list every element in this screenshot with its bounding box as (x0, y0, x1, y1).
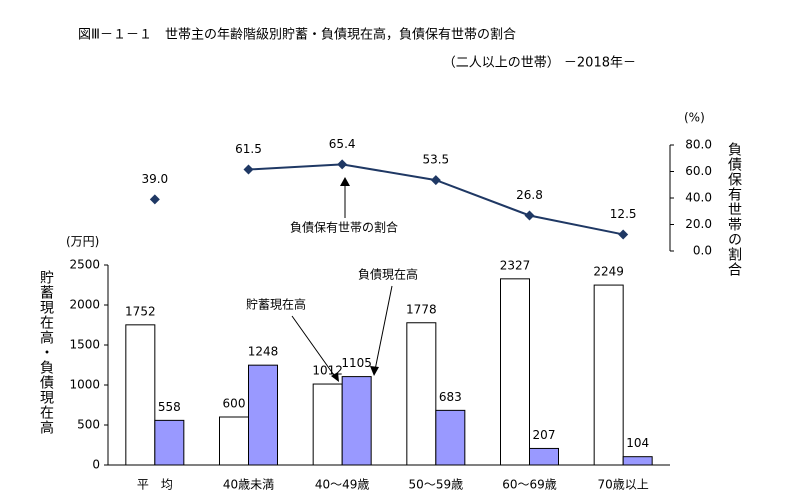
bar-value-label: 1778 (406, 302, 437, 316)
x-tick-label: 50～59歳 (409, 478, 464, 492)
x-tick-label: 40歳未満 (223, 478, 274, 492)
line-value-label: 61.5 (235, 142, 262, 156)
arrow-head (340, 177, 350, 186)
bar (500, 278, 530, 466)
bar (529, 447, 559, 466)
bar (312, 383, 343, 466)
y-tick-label: 2500 (69, 258, 100, 272)
marker (618, 229, 629, 240)
y-tick-label: 1500 (69, 338, 100, 352)
bar (154, 419, 185, 466)
line-value-label: 26.8 (516, 188, 543, 202)
bar (341, 376, 372, 466)
line-value-label: 65.4 (329, 137, 356, 151)
bar-value-label: 2327 (500, 258, 531, 272)
bar (593, 284, 624, 466)
y-tick-label: 500 (77, 418, 100, 432)
bar-value-label: 1248 (248, 345, 279, 359)
bar-value-label: 1752 (125, 304, 156, 318)
marker (524, 210, 535, 221)
marker (243, 164, 254, 175)
y2-tick-label: 80.0 (685, 138, 712, 152)
y-tick-label: 1000 (69, 378, 100, 392)
arrow-head (370, 366, 379, 376)
bar-value-label: 1012 (312, 364, 343, 378)
x-tick-label: 平 均 (137, 478, 173, 492)
bar (219, 416, 249, 466)
annotation: 負債保有世帯の割合 (290, 220, 398, 235)
marker (337, 159, 348, 170)
x-tick-label: 40～49歳 (315, 478, 370, 492)
bar-value-label: 683 (439, 390, 462, 404)
line-value-label: 39.0 (141, 172, 168, 186)
line-value-label: 12.5 (610, 207, 637, 221)
line-value-label: 53.5 (422, 153, 449, 167)
bar-value-label: 600 (223, 397, 246, 411)
marker (149, 194, 160, 205)
y-tick-label: 0 (92, 458, 100, 472)
y-axis-label: 貯蓄現在高・負債現在高 (38, 270, 54, 435)
chart-subtitle: （二人以上の世帯） －2018年－ (443, 56, 636, 71)
y2-tick-label: 40.0 (685, 191, 712, 205)
arrow (291, 315, 337, 379)
arrow (374, 285, 393, 371)
x-tick-label: 60～69歳 (502, 478, 557, 492)
y2-axis-label: 負債保有世帯の割合 (726, 142, 742, 277)
bar-value-label: 558 (158, 400, 181, 414)
bar-value-label: 207 (533, 428, 556, 442)
arrow-head (331, 372, 339, 382)
y-tick-label: 2000 (69, 298, 100, 312)
bar (406, 322, 437, 466)
bar-value-label: 1105 (341, 356, 372, 370)
annotation: 貯蓄現在高 (246, 297, 306, 312)
marker (430, 175, 441, 186)
bar (435, 409, 466, 466)
annotation: 負債現在高 (358, 267, 418, 282)
y-unit: (万円) (66, 235, 99, 249)
bar-value-label: 104 (626, 436, 649, 450)
bar (622, 456, 653, 466)
bar (125, 324, 156, 466)
y2-tick-label: 0.0 (693, 244, 712, 258)
bar (248, 364, 278, 466)
y2-tick-label: 60.0 (685, 164, 712, 178)
y2-unit: (%) (684, 111, 705, 125)
x-tick-label: 70歳以上 (598, 478, 649, 492)
bar-value-label: 2249 (593, 265, 624, 279)
chart-title: 図Ⅲ－１－１ 世帯主の年齢階級別貯蓄・負債現在高，負債保有世帯の割合 (78, 27, 516, 43)
y2-tick-label: 20.0 (685, 217, 712, 231)
